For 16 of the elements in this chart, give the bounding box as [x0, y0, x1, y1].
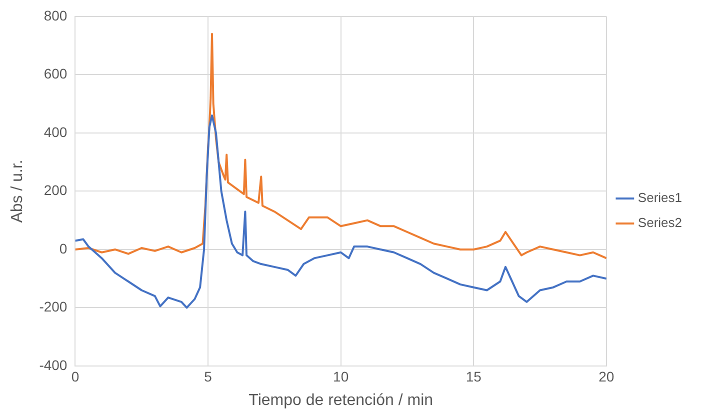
legend-label: Series1 [638, 190, 682, 206]
y-axis-title: Abs / u.r. [9, 160, 26, 223]
y-tick-label: 600 [44, 66, 68, 82]
legend-label: Series2 [638, 215, 682, 230]
y-tick-label: 0 [59, 240, 68, 256]
x-tick-label: 10 [333, 368, 349, 384]
x-tick-label: 0 [71, 368, 80, 384]
x-tick-label: 20 [598, 368, 614, 384]
x-axis-title: Tiempo de retención / min [248, 392, 434, 409]
y-tick-label: -400 [39, 356, 68, 373]
x-tick-label: 15 [466, 368, 482, 384]
y-tick-label: 200 [44, 182, 68, 198]
y-tick-label: 800 [44, 7, 68, 24]
x-tick-label: 5 [204, 368, 212, 384]
y-tick-label: 400 [44, 124, 68, 140]
y-tick-label: -200 [39, 298, 68, 315]
